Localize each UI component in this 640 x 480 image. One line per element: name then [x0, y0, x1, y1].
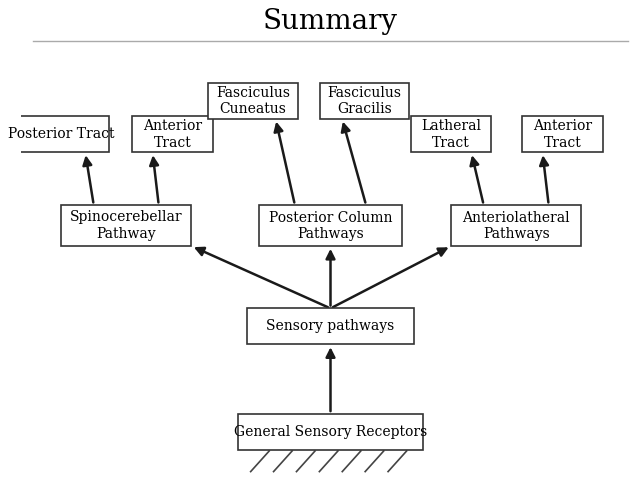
Text: Sensory pathways: Sensory pathways — [266, 319, 395, 334]
FancyBboxPatch shape — [247, 308, 414, 345]
Text: Posterior Column
Pathways: Posterior Column Pathways — [269, 211, 392, 240]
FancyBboxPatch shape — [451, 205, 581, 246]
Text: Posterior Tract: Posterior Tract — [8, 127, 115, 142]
FancyBboxPatch shape — [208, 83, 298, 119]
FancyBboxPatch shape — [132, 117, 213, 153]
FancyBboxPatch shape — [411, 117, 492, 153]
FancyBboxPatch shape — [319, 83, 410, 119]
Text: Spinocerebellar
Pathway: Spinocerebellar Pathway — [70, 211, 182, 240]
Text: Anterior
Tract: Anterior Tract — [533, 120, 592, 149]
FancyBboxPatch shape — [259, 205, 402, 246]
FancyBboxPatch shape — [13, 117, 109, 153]
Text: General Sensory Receptors: General Sensory Receptors — [234, 425, 427, 439]
Text: Fasciculus
Gracilis: Fasciculus Gracilis — [328, 86, 401, 116]
Text: Anterior
Tract: Anterior Tract — [143, 120, 202, 149]
Text: Summary: Summary — [263, 8, 398, 35]
FancyBboxPatch shape — [522, 117, 603, 153]
FancyBboxPatch shape — [237, 414, 423, 450]
FancyBboxPatch shape — [61, 205, 191, 246]
Text: Fasciculus
Cuneatus: Fasciculus Cuneatus — [216, 86, 290, 116]
Text: Anteriolatheral
Pathways: Anteriolatheral Pathways — [462, 211, 570, 240]
Text: Latheral
Tract: Latheral Tract — [421, 120, 481, 149]
